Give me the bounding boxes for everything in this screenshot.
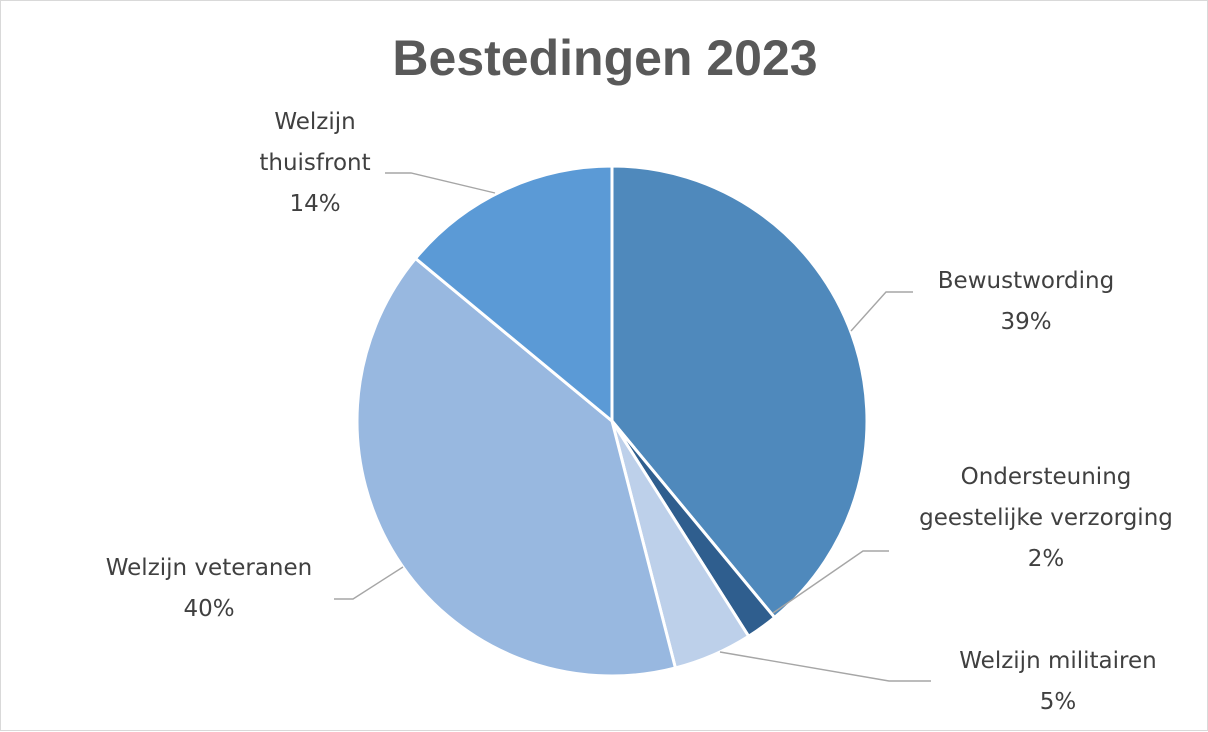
pie-slice-welzijn-thuisfront — [413, 164, 614, 425]
leader-line-welzijn-thuisfront — [385, 172, 496, 194]
pie-slice-welzijn-veteranen — [355, 256, 678, 678]
leader-line-welzijn-militairen — [719, 651, 931, 682]
data-label-welzijn-thuisfront: Welzijn thuisfront 14% — [259, 109, 370, 217]
leader-line-bewustwording — [850, 291, 913, 332]
data-label-ondersteuning-geestelijke-verzorging: Ondersteuning geestelijke verzorging 2% — [919, 464, 1173, 572]
data-labels: Bewustwording 39% Ondersteuning geestelijke… — [106, 109, 1173, 715]
leader-lines — [334, 172, 931, 682]
data-label-welzijn-veteranen: Welzijn veteranen 40% — [106, 555, 312, 622]
data-label-bewustwording: Bewustwording 39% — [938, 268, 1114, 335]
data-label-welzijn-militairen: Welzijn militairen 5% — [959, 648, 1156, 715]
leader-line-welzijn-veteranen — [334, 566, 404, 600]
pie-slices — [355, 164, 869, 678]
leader-line-ondersteuning-geestelijke-verzorging — [772, 550, 889, 614]
chart-title: Bestedingen 2023 — [392, 30, 818, 86]
pie-slice-bewustwording — [610, 164, 869, 620]
